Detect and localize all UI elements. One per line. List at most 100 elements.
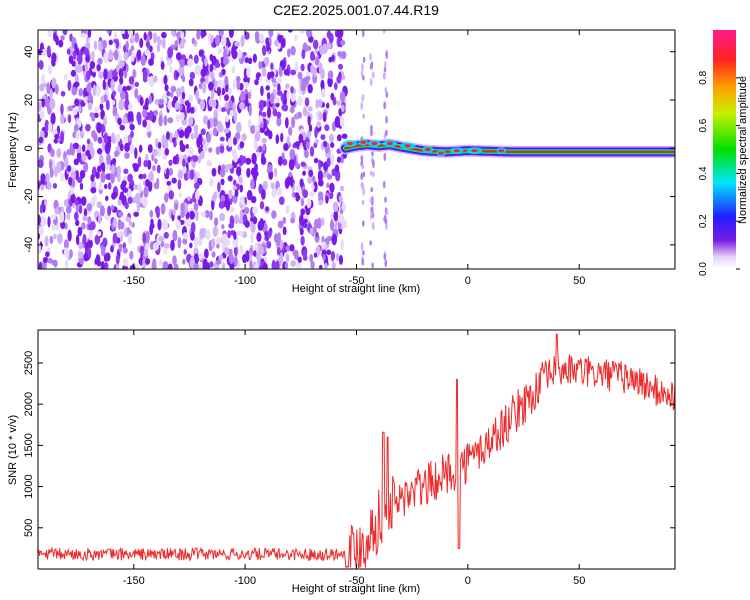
noise-blob bbox=[221, 224, 225, 230]
snr-ytick-label: 2000 bbox=[23, 392, 35, 416]
noise-blob bbox=[299, 178, 304, 188]
sparse-column-blob bbox=[370, 127, 373, 137]
noise-blob bbox=[282, 216, 287, 224]
noise-blob bbox=[208, 81, 214, 91]
sparse-column-blob bbox=[371, 150, 374, 157]
noise-blob bbox=[244, 98, 249, 107]
noise-blob bbox=[119, 60, 125, 68]
noise-blob bbox=[284, 83, 290, 89]
noise-blob bbox=[75, 130, 80, 141]
noise-blob bbox=[127, 134, 132, 143]
noise-blob bbox=[194, 182, 200, 190]
noise-blob bbox=[305, 45, 312, 52]
signal-blob-core bbox=[371, 141, 378, 146]
noise-blob bbox=[64, 259, 69, 269]
noise-blob bbox=[113, 31, 118, 40]
noise-blob bbox=[111, 100, 116, 106]
noise-blob bbox=[83, 164, 87, 171]
noise-blob bbox=[314, 139, 319, 145]
noise-blob bbox=[96, 201, 103, 209]
noise-blob bbox=[56, 148, 62, 158]
noise-blob bbox=[107, 182, 112, 190]
noise-blob bbox=[330, 142, 335, 148]
sparse-columns bbox=[360, 30, 389, 269]
noise-blob bbox=[47, 30, 53, 38]
noise-blob bbox=[138, 144, 143, 153]
noise-blob bbox=[227, 230, 231, 239]
noise-blob bbox=[288, 126, 293, 136]
sparse-column-blob bbox=[385, 92, 389, 98]
noise-blob bbox=[250, 232, 255, 244]
noise-blob bbox=[166, 167, 170, 180]
noise-blob bbox=[103, 262, 109, 269]
noise-blob bbox=[270, 92, 275, 105]
noise-blob bbox=[274, 97, 281, 104]
noise-blob bbox=[339, 116, 345, 128]
noise-blob bbox=[336, 156, 342, 163]
noise-blob bbox=[48, 121, 53, 133]
noise-blob bbox=[297, 111, 302, 119]
noise-blob bbox=[296, 262, 302, 269]
noise-blob bbox=[177, 179, 182, 190]
noise-blob bbox=[124, 201, 129, 210]
noise-blob bbox=[174, 101, 180, 111]
noise-blob bbox=[308, 169, 314, 178]
noise-blob bbox=[158, 115, 163, 127]
noise-blob bbox=[106, 153, 111, 165]
noise-blob bbox=[118, 243, 123, 253]
noise-blob bbox=[302, 106, 308, 117]
noise-blob bbox=[152, 165, 156, 172]
snr-xtick-label: 0 bbox=[465, 575, 471, 587]
noise-blob bbox=[167, 185, 173, 191]
noise-blob bbox=[77, 64, 83, 73]
noise-blob bbox=[247, 57, 253, 65]
noise-blob bbox=[326, 182, 330, 189]
noise-blob bbox=[248, 104, 252, 117]
signal-blob-core bbox=[498, 149, 505, 153]
noise-blob bbox=[51, 259, 56, 266]
noise-blob bbox=[88, 92, 93, 101]
noise-blob bbox=[326, 30, 332, 39]
noise-blob bbox=[53, 32, 57, 42]
noise-blob bbox=[118, 68, 124, 79]
sparse-column-blob bbox=[362, 188, 365, 196]
noise-blob bbox=[91, 130, 97, 139]
noise-blob bbox=[149, 45, 153, 53]
noise-blob bbox=[99, 103, 104, 111]
noise-blob bbox=[211, 167, 217, 177]
noise-blob bbox=[47, 216, 51, 228]
noise-blob bbox=[180, 202, 186, 213]
noise-blob bbox=[260, 156, 267, 165]
noise-blob bbox=[96, 63, 101, 72]
noise-blob bbox=[278, 66, 283, 77]
noise-blob bbox=[105, 173, 112, 181]
noise-blob bbox=[148, 58, 154, 66]
noise-blob bbox=[279, 239, 284, 250]
noise-blob bbox=[151, 223, 155, 229]
sparse-column-blob bbox=[385, 115, 388, 124]
noise-blob bbox=[98, 71, 104, 79]
colorbar-ticks: 0.0 0.2 0.4 0.6 0.8 bbox=[698, 70, 740, 276]
sparse-column-blob bbox=[360, 101, 364, 111]
noise-blob bbox=[63, 239, 69, 251]
noise-blob bbox=[304, 149, 309, 159]
noise-blob bbox=[213, 217, 219, 227]
sparse-column-blob bbox=[383, 101, 386, 110]
noise-blob bbox=[292, 249, 299, 257]
noise-blob bbox=[172, 255, 177, 266]
noise-blob bbox=[166, 131, 170, 140]
noise-blob bbox=[157, 218, 162, 231]
noise-blob bbox=[66, 148, 72, 156]
noise-blob bbox=[38, 102, 42, 112]
noise-blob bbox=[179, 139, 184, 147]
noise-blob bbox=[290, 105, 295, 114]
noise-blob bbox=[83, 208, 88, 217]
sparse-column-blob bbox=[372, 171, 375, 178]
noise-blob bbox=[173, 139, 177, 148]
noise-blob bbox=[188, 116, 194, 126]
sparse-column-blob bbox=[383, 66, 387, 73]
noise-blob bbox=[314, 48, 319, 54]
noise-blob bbox=[195, 189, 200, 201]
noise-blob bbox=[41, 73, 46, 85]
noise-blob bbox=[341, 202, 347, 212]
